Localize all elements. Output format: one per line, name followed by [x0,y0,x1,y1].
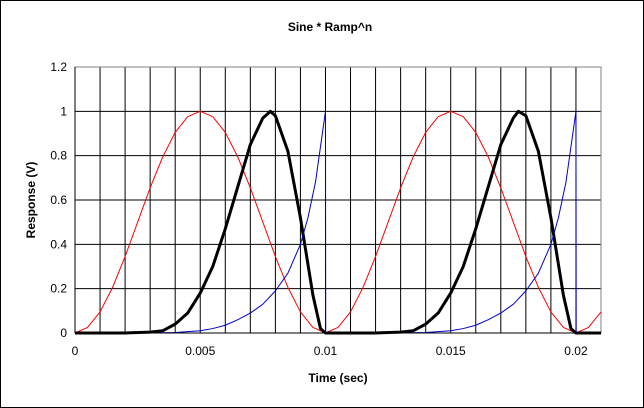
tick-labels: 0 0.005 0.01 0.015 0.02 0 0.2 0.4 0.6 0.8 1 1.2 [50,60,588,358]
x-tick-label: 0 [72,344,79,358]
y-tick-label: 0.8 [50,149,67,163]
y-tick-label: 0.4 [50,237,67,251]
x-tick-label: 0.005 [185,344,215,358]
y-tick-label: 0 [60,326,67,340]
y-tick-label: 1.2 [50,60,67,74]
chart-title: Sine * Ramp^n [288,20,372,34]
series-line-3 [75,110,601,334]
series-line-1 [74,110,602,334]
y-tick-label: 1 [60,104,67,118]
x-tick-label: 0.02 [564,344,588,358]
series-layer [74,109,602,335]
axes [74,67,601,334]
x-tick-label: 0.01 [314,344,338,358]
x-axis-title: Time (sec) [308,371,367,385]
y-tick-label: 0.6 [50,193,67,207]
y-tick-label: 0.2 [50,282,67,296]
y-axis-title: Response (V) [24,162,38,239]
grid [75,66,602,333]
x-tick-label: 0.015 [436,344,466,358]
series-line-2 [75,109,601,335]
